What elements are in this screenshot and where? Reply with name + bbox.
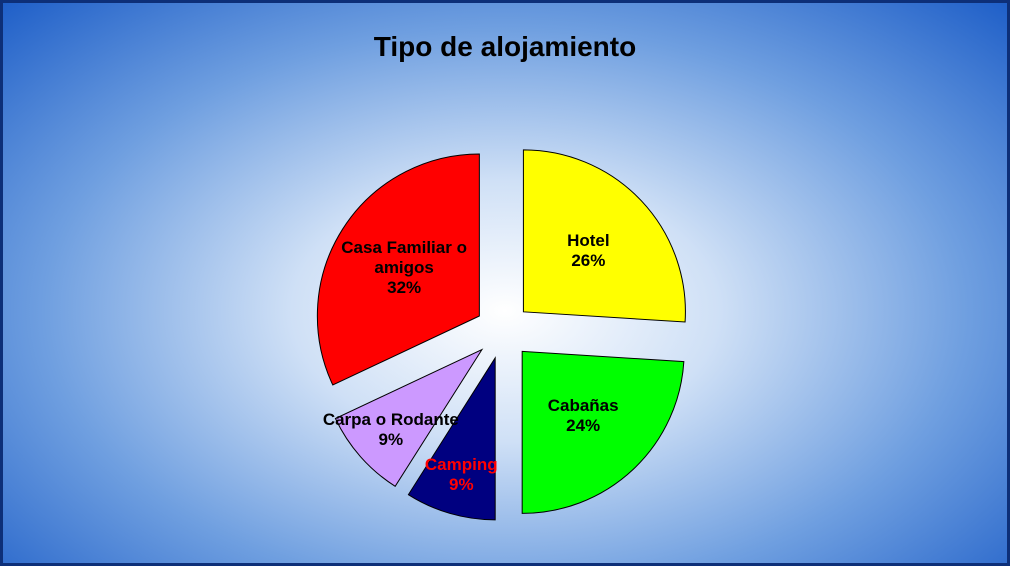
pie-slice [316, 153, 480, 386]
value-label: 9% [378, 429, 404, 449]
pie-slice [407, 356, 496, 521]
slice-label: Casa Familiar o amigos 32% [329, 238, 479, 298]
category-label: Hotel [567, 230, 610, 250]
pie-slice [521, 350, 685, 514]
slice-label: Carpa o Rodante 9% [316, 410, 466, 450]
category-label: Cabañas [547, 396, 619, 416]
slice-label: Hotel 26% [513, 231, 663, 271]
value-label: 26% [571, 250, 606, 270]
value-label: 32% [387, 278, 422, 298]
value-label: 24% [566, 416, 601, 436]
category-label: Casa Familiar o amigos [341, 238, 467, 278]
slice-label: Camping 9% [386, 455, 536, 495]
pie-slice [522, 149, 686, 323]
pie-slice [334, 348, 484, 487]
chart-title: Tipo de alojamiento [373, 31, 637, 62]
value-label: 9% [448, 474, 474, 494]
slice-label: Cabañas 24% [508, 396, 658, 436]
category-label: Camping [424, 454, 498, 474]
pie-area [316, 149, 686, 521]
category-label: Carpa o Rodante [322, 409, 459, 429]
